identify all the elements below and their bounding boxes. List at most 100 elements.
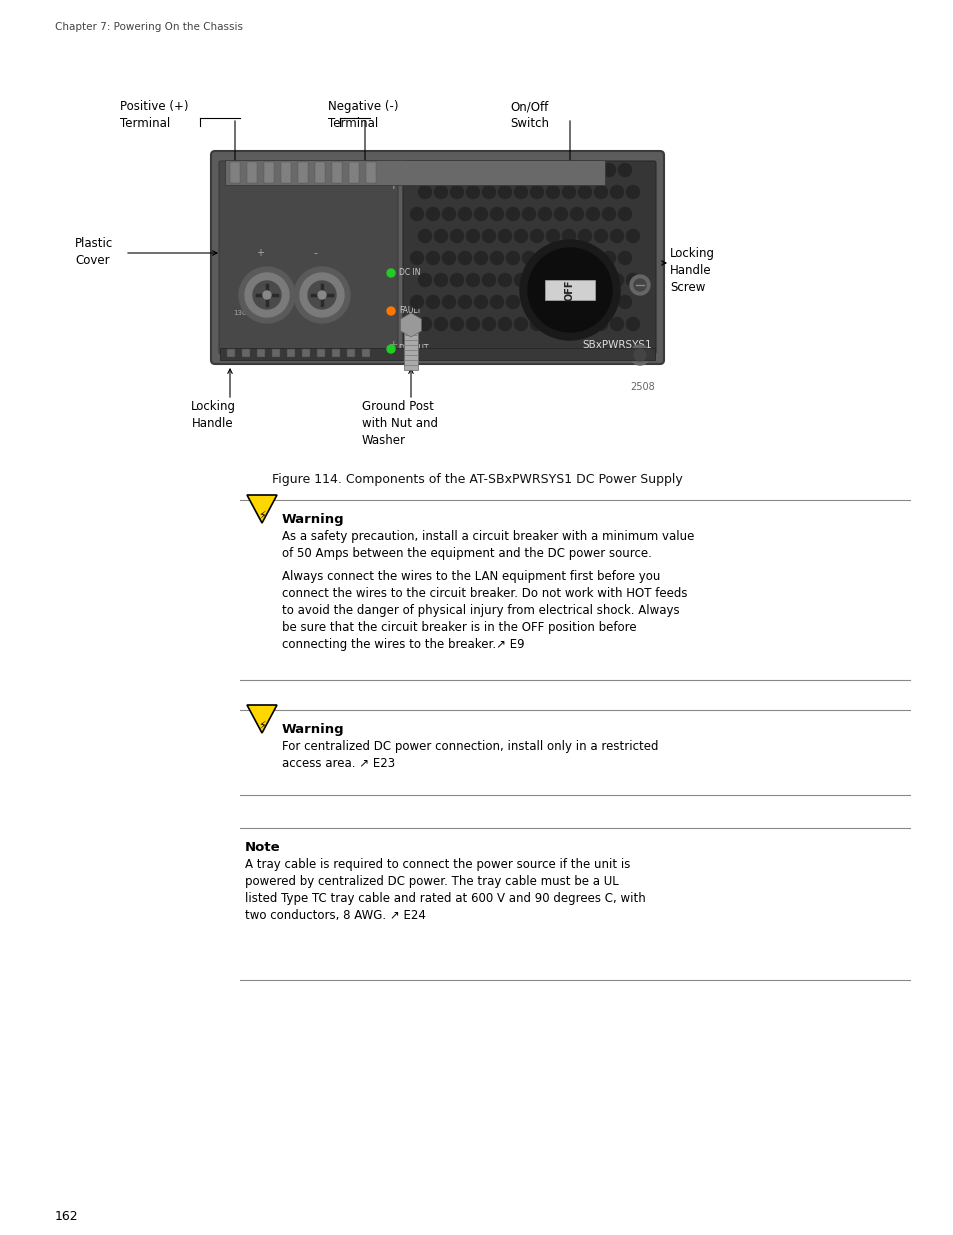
Circle shape: [418, 185, 431, 199]
Bar: [256, 350, 265, 357]
Circle shape: [570, 207, 583, 221]
Circle shape: [530, 317, 543, 331]
Text: 2508: 2508: [630, 382, 655, 391]
Circle shape: [466, 273, 479, 287]
Circle shape: [458, 252, 471, 264]
Circle shape: [629, 345, 649, 366]
Circle shape: [546, 317, 558, 331]
Circle shape: [514, 230, 527, 242]
Text: P4: P4: [277, 310, 286, 316]
Circle shape: [618, 252, 631, 264]
Text: A tray cable is required to connect the power source if the unit is
powered by c: A tray cable is required to connect the …: [245, 858, 645, 923]
Text: Note: Note: [245, 841, 280, 853]
Circle shape: [578, 317, 591, 331]
Circle shape: [527, 248, 612, 332]
Text: Positive (+)
Terminal: Positive (+) Terminal: [120, 100, 189, 130]
Bar: [264, 162, 274, 183]
Bar: [297, 162, 308, 183]
Circle shape: [387, 308, 395, 315]
Text: As a safety precaution, install a circuit breaker with a minimum value
of 50 Amp: As a safety precaution, install a circui…: [282, 530, 694, 559]
Circle shape: [426, 207, 439, 221]
Text: SBxPWRSYS1: SBxPWRSYS1: [581, 340, 651, 350]
Circle shape: [514, 185, 527, 199]
Circle shape: [554, 252, 567, 264]
Bar: [281, 162, 291, 183]
Circle shape: [466, 317, 479, 331]
Circle shape: [387, 269, 395, 277]
FancyBboxPatch shape: [219, 161, 397, 354]
Circle shape: [474, 163, 487, 177]
Circle shape: [474, 295, 487, 309]
Circle shape: [519, 240, 619, 340]
Circle shape: [506, 207, 519, 221]
Text: 162: 162: [55, 1210, 78, 1223]
Circle shape: [239, 267, 294, 324]
Circle shape: [308, 282, 335, 309]
Circle shape: [562, 185, 575, 199]
Circle shape: [629, 275, 649, 295]
Circle shape: [586, 252, 598, 264]
Circle shape: [586, 163, 598, 177]
Circle shape: [602, 295, 615, 309]
Circle shape: [514, 317, 527, 331]
Circle shape: [299, 273, 344, 317]
Circle shape: [578, 230, 591, 242]
Bar: [287, 350, 294, 357]
Circle shape: [594, 185, 607, 199]
Circle shape: [610, 273, 623, 287]
Circle shape: [562, 317, 575, 331]
Bar: [316, 350, 325, 357]
Circle shape: [434, 185, 447, 199]
Circle shape: [490, 252, 503, 264]
Text: DC IN: DC IN: [398, 268, 420, 277]
Bar: [349, 162, 358, 183]
Circle shape: [554, 163, 567, 177]
Circle shape: [610, 185, 623, 199]
Circle shape: [626, 185, 639, 199]
Text: 13006: 13006: [233, 310, 255, 316]
Circle shape: [522, 295, 535, 309]
Bar: [302, 350, 310, 357]
Circle shape: [506, 163, 519, 177]
Text: OFF: OFF: [564, 279, 575, 301]
Circle shape: [618, 207, 631, 221]
Circle shape: [602, 252, 615, 264]
Circle shape: [498, 317, 511, 331]
Circle shape: [610, 317, 623, 331]
Circle shape: [466, 230, 479, 242]
Circle shape: [434, 273, 447, 287]
Circle shape: [474, 252, 487, 264]
Circle shape: [537, 295, 551, 309]
Bar: [225, 161, 604, 185]
Circle shape: [602, 163, 615, 177]
Circle shape: [522, 163, 535, 177]
Bar: [361, 350, 370, 357]
Circle shape: [602, 207, 615, 221]
Bar: [544, 280, 595, 300]
Text: Warning: Warning: [282, 722, 344, 736]
Bar: [272, 350, 280, 357]
Text: DC OUT: DC OUT: [398, 345, 428, 353]
Circle shape: [418, 317, 431, 331]
Text: Plastic
Cover: Plastic Cover: [75, 237, 113, 267]
Text: Locking
Handle: Locking Handle: [191, 400, 235, 430]
Text: Negative (-)
Terminal: Negative (-) Terminal: [328, 100, 398, 130]
Bar: [314, 162, 325, 183]
Bar: [227, 350, 234, 357]
Circle shape: [458, 207, 471, 221]
Circle shape: [410, 252, 423, 264]
Bar: [332, 162, 341, 183]
Circle shape: [562, 273, 575, 287]
Circle shape: [546, 185, 558, 199]
Circle shape: [506, 252, 519, 264]
Circle shape: [522, 207, 535, 221]
Text: ⚡: ⚡: [258, 721, 266, 731]
Circle shape: [546, 273, 558, 287]
Text: -: -: [313, 248, 316, 258]
Text: For centralized DC power connection, install only in a restricted
access area. ↗: For centralized DC power connection, ins…: [282, 740, 658, 769]
Text: Always connect the wires to the LAN equipment first before you
connect the wires: Always connect the wires to the LAN equi…: [282, 571, 687, 651]
Text: +: +: [387, 178, 398, 191]
Circle shape: [562, 230, 575, 242]
Bar: [242, 350, 250, 357]
Bar: [221, 163, 395, 352]
